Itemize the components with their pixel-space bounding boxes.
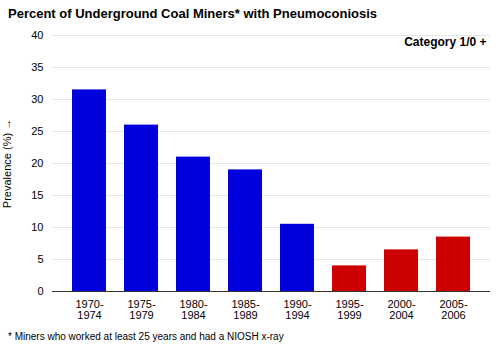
svg-text:1970-1974: 1970-1974 bbox=[75, 298, 103, 321]
svg-text:30: 30 bbox=[31, 93, 43, 105]
svg-text:1975-1979: 1975-1979 bbox=[127, 298, 155, 321]
svg-text:20: 20 bbox=[31, 157, 43, 169]
svg-text:Prevalence (%) →: Prevalence (%) → bbox=[1, 119, 13, 208]
svg-text:25: 25 bbox=[31, 125, 43, 137]
svg-text:2000-2004: 2000-2004 bbox=[387, 298, 415, 321]
svg-text:2005-2006: 2005-2006 bbox=[439, 298, 467, 321]
html-text:Percent of Underground Coal Mi: Percent of Underground Coal Miners* with… bbox=[8, 6, 378, 21]
svg-text:1980-1984: 1980-1984 bbox=[179, 298, 207, 321]
svg-text:1985-1989: 1985-1989 bbox=[231, 298, 259, 321]
svg-text:35: 35 bbox=[31, 61, 43, 73]
svg-text:1990-1994: 1990-1994 bbox=[283, 298, 311, 321]
svg-text:0: 0 bbox=[37, 285, 43, 297]
svg-text:40: 40 bbox=[31, 29, 43, 41]
svg-text:10: 10 bbox=[31, 221, 43, 233]
svg-text:Category 1/0 +: Category 1/0 + bbox=[404, 35, 486, 49]
svg-text:1995-1999: 1995-1999 bbox=[335, 298, 363, 321]
html-text:* Miners who worked at least 2: * Miners who worked at least 25 years an… bbox=[8, 331, 284, 342]
svg-text:15: 15 bbox=[31, 189, 43, 201]
svg-text:5: 5 bbox=[37, 253, 43, 265]
